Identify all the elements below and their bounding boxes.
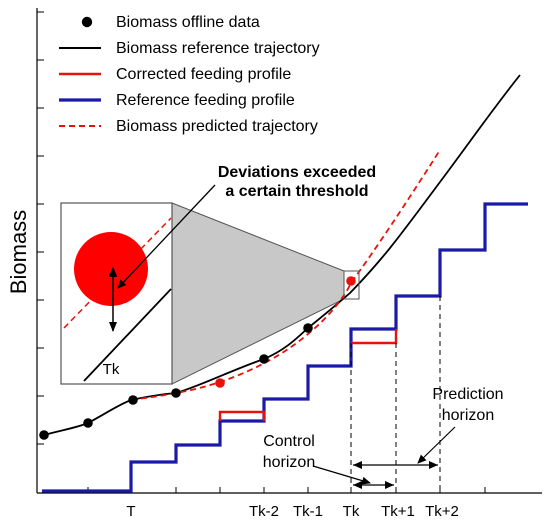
control-horizon-line1: Control — [263, 433, 315, 450]
zoom-source-box — [343, 270, 360, 300]
control-span-head-left — [353, 481, 362, 489]
x-tick-tk-1: Tk-1 — [293, 503, 323, 520]
x-tick-labels: T Tk-2 Tk-1 Tk Tk+1 Tk+2 — [126, 503, 458, 520]
deviation-text-line2: a certain threshold — [225, 183, 368, 200]
legend-label-reference-trajectory: Biomass reference trajectory — [116, 40, 320, 57]
deviation-callout: Deviations exceeded a certain threshold — [117, 164, 376, 289]
prediction-span-head-left — [353, 461, 362, 469]
legend: Biomass offline data Biomass reference t… — [59, 14, 320, 135]
legend-label-corrected-feeding: Corrected feeding profile — [116, 66, 291, 83]
data-point — [303, 323, 313, 333]
zoom-deviation-arrowhead-down — [109, 322, 117, 332]
data-point — [128, 395, 138, 405]
x-tick-tk+2: Tk+2 — [425, 503, 459, 520]
biomass-offline-data — [39, 276, 356, 440]
horizon-guide-lines — [350, 296, 441, 493]
prediction-horizon-arrow — [417, 426, 456, 464]
x-tick-T: T — [126, 503, 135, 520]
prediction-horizon-line1: Prediction — [432, 386, 503, 403]
prediction-horizon: Prediction horizon — [353, 386, 504, 469]
data-point-deviated — [346, 276, 356, 286]
control-horizon-line2: horizon — [263, 454, 315, 471]
legend-label-predicted-trajectory: Biomass predicted trajectory — [116, 118, 318, 135]
zoom-inset: Tk — [60, 202, 173, 385]
y-axis-ticks — [37, 11, 44, 445]
legend-label-reference-feeding: Reference feeding profile — [116, 92, 295, 109]
control-horizon: Control horizon — [263, 433, 394, 489]
x-tick-tk+1: Tk+1 — [381, 503, 415, 520]
zoom-deviation-arrowhead-up — [109, 267, 117, 277]
biomass-reference-trajectory — [43, 74, 521, 436]
zoom-deviated-point — [74, 232, 148, 306]
prediction-horizon-line2: horizon — [442, 407, 494, 424]
legend-dot-icon — [81, 16, 93, 28]
x-axis-ticks — [87, 487, 486, 493]
data-point — [39, 430, 49, 440]
control-span-head-right — [385, 481, 394, 489]
y-axis-label: Biomass — [6, 210, 31, 294]
zoom-wedge — [171, 202, 345, 385]
prediction-span-head-right — [429, 461, 438, 469]
deviation-arrow — [117, 184, 216, 289]
biomass-predicted-trajectory — [130, 149, 441, 401]
zoom-predicted-line — [63, 217, 172, 329]
data-point — [259, 354, 269, 364]
legend-label-offline: Biomass offline data — [116, 14, 260, 31]
data-point — [83, 418, 93, 428]
data-point-deviated — [215, 378, 225, 388]
x-tick-tk: Tk — [343, 503, 360, 520]
x-tick-tk-2: Tk-2 — [249, 503, 279, 520]
zoom-reference-line — [83, 288, 172, 382]
data-point — [171, 388, 181, 398]
zoom-tick-label: Tk — [103, 361, 120, 378]
control-horizon-arrow — [312, 465, 371, 485]
deviation-text-line1: Deviations exceeded — [218, 164, 376, 181]
reference-feeding-profile — [42, 202, 528, 493]
